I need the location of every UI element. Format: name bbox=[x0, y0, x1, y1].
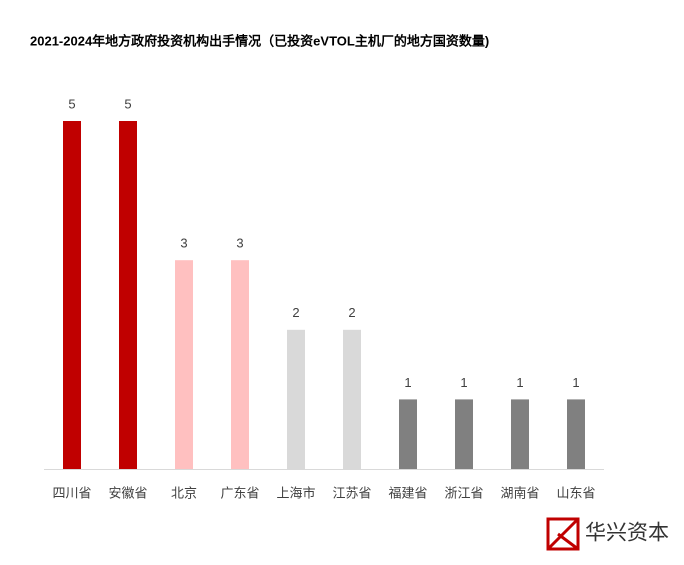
bar bbox=[287, 329, 305, 469]
data-label: 1 bbox=[572, 375, 579, 390]
x-tick-label: 福建省 bbox=[388, 485, 427, 500]
data-label: 2 bbox=[348, 305, 355, 320]
logo-icon bbox=[546, 517, 580, 551]
data-label: 5 bbox=[124, 96, 131, 111]
x-tick-label: 四川省 bbox=[52, 485, 91, 500]
logo-text: 华兴资本 bbox=[585, 522, 669, 545]
bar bbox=[119, 121, 137, 469]
x-tick-label: 山东省 bbox=[556, 485, 595, 500]
data-label: 1 bbox=[404, 375, 411, 390]
bar bbox=[567, 399, 585, 469]
x-tick-label: 浙江省 bbox=[444, 485, 483, 500]
data-label: 3 bbox=[236, 236, 243, 251]
bar bbox=[231, 260, 249, 469]
x-tick-label: 安徽省 bbox=[108, 485, 147, 500]
x-tick-label: 上海市 bbox=[276, 485, 315, 500]
bar bbox=[455, 399, 473, 469]
chart-title: 2021-2024年地方政府投资机构出手情况（已投资eVTOL主机厂的地方国资数… bbox=[30, 33, 489, 48]
bar bbox=[343, 329, 361, 469]
logo: 华兴资本 bbox=[546, 517, 669, 551]
bar bbox=[511, 399, 529, 469]
data-label: 1 bbox=[516, 375, 523, 390]
x-tick-label: 广东省 bbox=[220, 485, 259, 500]
logo-icon bbox=[546, 517, 580, 551]
data-label: 2 bbox=[292, 305, 299, 320]
bar bbox=[63, 121, 81, 469]
x-tick-label: 江苏省 bbox=[332, 485, 371, 500]
data-label: 1 bbox=[460, 375, 467, 390]
x-tick-label: 湖南省 bbox=[500, 485, 539, 500]
x-tick-label: 北京 bbox=[171, 485, 197, 500]
bar bbox=[399, 399, 417, 469]
data-label: 3 bbox=[180, 236, 187, 251]
data-label: 5 bbox=[68, 96, 75, 111]
bar bbox=[175, 260, 193, 469]
